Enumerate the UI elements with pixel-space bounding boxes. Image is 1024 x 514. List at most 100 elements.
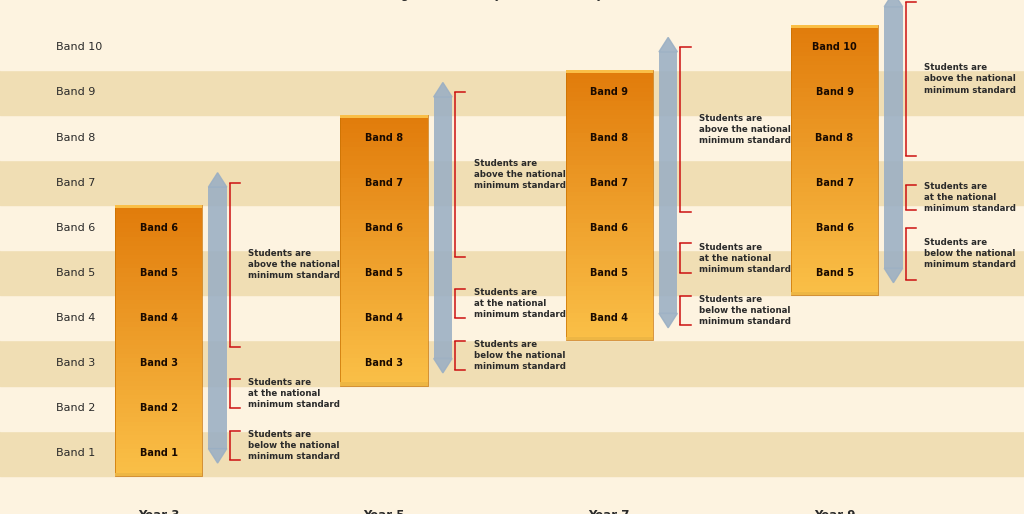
Bar (791, 25, 878, 296)
Bar (115, 314, 203, 318)
Bar (115, 350, 203, 354)
Bar (565, 210, 653, 214)
Bar (115, 304, 203, 309)
Text: Students are
at the national
minimum standard: Students are at the national minimum sta… (924, 181, 1016, 213)
Bar (565, 259, 653, 264)
Bar (340, 133, 428, 138)
Bar (565, 75, 653, 79)
Text: Band 5: Band 5 (365, 268, 403, 278)
Text: Band 3: Band 3 (139, 358, 178, 368)
Bar (565, 322, 653, 327)
Bar (340, 264, 428, 268)
Bar (565, 178, 653, 182)
Bar (340, 115, 428, 386)
Bar (565, 101, 653, 106)
Bar (115, 318, 203, 322)
Bar (115, 431, 203, 435)
Bar (340, 178, 428, 182)
Bar (791, 133, 878, 138)
Bar (565, 124, 653, 128)
Bar (340, 169, 428, 174)
Text: Students are
at the national
minimum standard: Students are at the national minimum sta… (473, 288, 565, 319)
Bar (791, 146, 878, 151)
Bar (565, 228, 653, 232)
Bar (791, 174, 878, 178)
Bar (115, 439, 203, 444)
Bar (115, 255, 203, 259)
Text: Band 1: Band 1 (56, 448, 95, 458)
Bar (340, 327, 428, 332)
Bar (340, 137, 428, 142)
Bar (115, 421, 203, 426)
Bar (565, 93, 653, 97)
Text: Band 6: Band 6 (56, 223, 95, 233)
Text: Band 8: Band 8 (590, 133, 629, 142)
Text: Band 5: Band 5 (139, 268, 178, 278)
Bar (791, 250, 878, 255)
Text: Band 6: Band 6 (590, 223, 629, 233)
Bar (565, 327, 653, 332)
Bar (565, 273, 653, 277)
Bar (791, 142, 878, 146)
Bar (115, 246, 203, 250)
Bar (565, 142, 653, 146)
Text: Band 3: Band 3 (365, 358, 403, 368)
Bar (791, 218, 878, 223)
Bar (565, 182, 653, 187)
Bar (340, 200, 428, 205)
Bar (791, 119, 878, 124)
Bar (115, 345, 203, 350)
Bar (340, 382, 428, 386)
Bar (791, 47, 878, 52)
Text: Band 7: Band 7 (365, 178, 403, 188)
Bar (115, 268, 203, 273)
Bar (0, 160, 1024, 205)
Bar (791, 57, 878, 61)
Bar (115, 264, 203, 268)
Bar (340, 218, 428, 223)
Text: Band 6: Band 6 (815, 223, 854, 233)
Bar (340, 358, 428, 363)
Bar (115, 413, 203, 417)
Bar (340, 115, 428, 118)
Bar (565, 268, 653, 273)
Bar (340, 146, 428, 151)
Bar (0, 250, 1024, 296)
Bar (115, 205, 203, 210)
Bar (115, 250, 203, 255)
Bar (115, 426, 203, 431)
Bar (115, 376, 203, 381)
Polygon shape (884, 0, 903, 7)
Bar (565, 291, 653, 296)
Bar (340, 314, 428, 318)
Bar (565, 332, 653, 336)
Bar (791, 228, 878, 232)
Text: Band 5: Band 5 (815, 268, 854, 278)
Bar (340, 196, 428, 200)
Bar (791, 79, 878, 83)
Bar (565, 336, 653, 340)
Bar (115, 332, 203, 336)
Bar (791, 111, 878, 115)
Bar (340, 322, 428, 327)
Bar (115, 228, 203, 232)
Bar (340, 273, 428, 277)
Polygon shape (434, 358, 453, 373)
Bar (340, 232, 428, 237)
Polygon shape (209, 449, 227, 463)
Text: Band 4: Band 4 (56, 313, 95, 323)
Bar (115, 300, 203, 304)
Bar (791, 34, 878, 39)
Bar (340, 192, 428, 196)
Bar (791, 223, 878, 228)
Bar (115, 390, 203, 395)
Bar (565, 337, 653, 340)
Bar (340, 350, 428, 354)
Bar (340, 228, 428, 232)
Bar (340, 160, 428, 164)
Bar (791, 282, 878, 286)
Bar (791, 65, 878, 70)
Bar (340, 277, 428, 282)
Bar (565, 282, 653, 286)
Bar (340, 268, 428, 273)
